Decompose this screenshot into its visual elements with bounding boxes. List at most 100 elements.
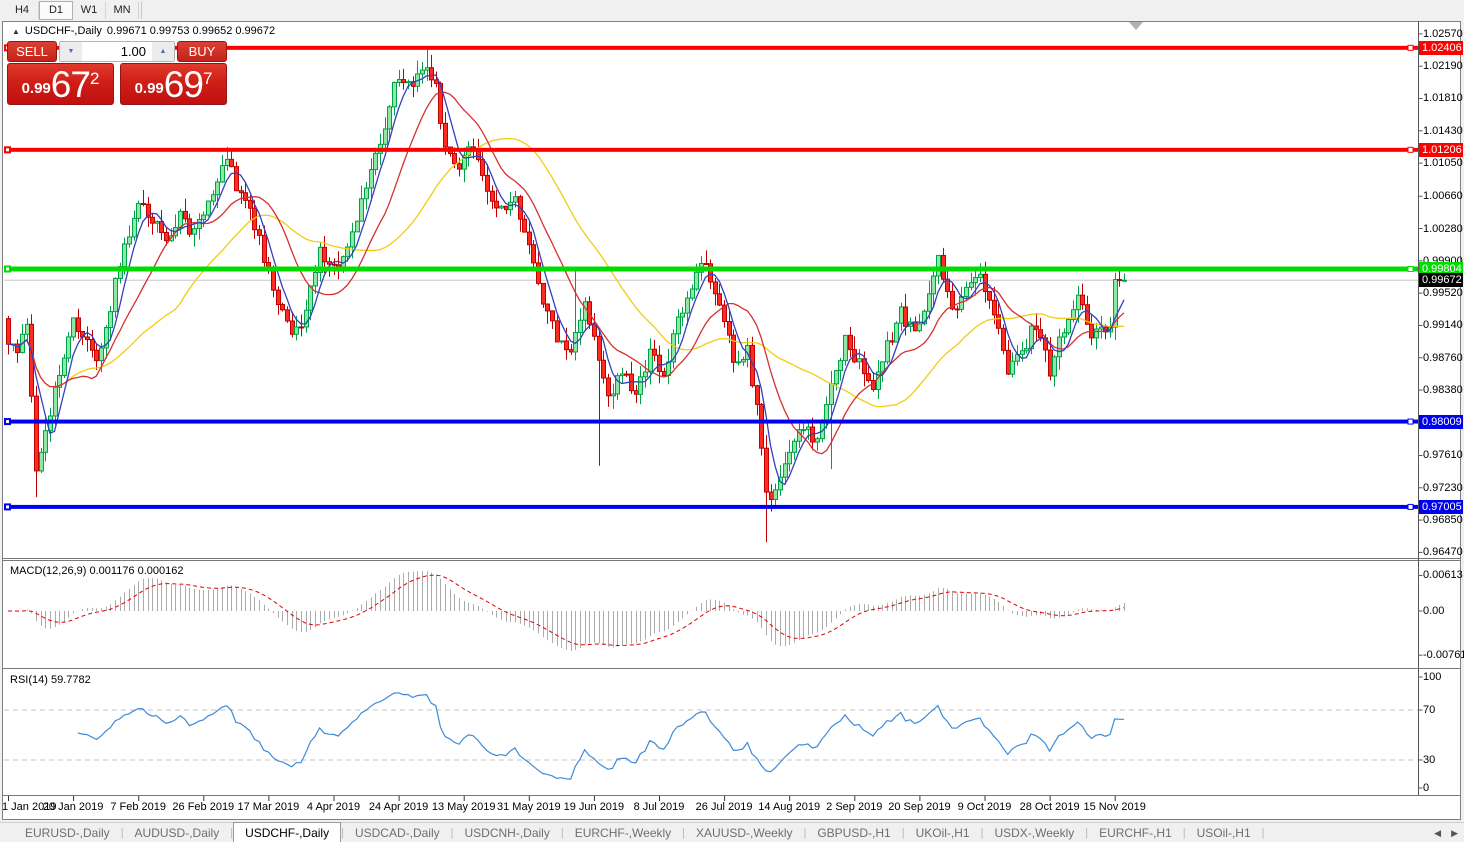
sell-price-base: 0.99	[21, 80, 51, 97]
level-right-handle[interactable]	[1407, 266, 1414, 272]
timeframe-button-h4[interactable]: H4	[6, 1, 39, 19]
date-axis-label: 13 May 2019	[431, 801, 496, 813]
tab-scroll-right-icon[interactable]: ▶	[1451, 827, 1458, 838]
symbol-tab-ukoil[interactable]: UKOil-,H1	[915, 825, 970, 840]
candle-body	[755, 385, 760, 405]
candle-body	[359, 198, 364, 222]
price-level-badge: 0.97005	[1419, 499, 1463, 514]
candle-body	[829, 383, 834, 406]
candle-body	[838, 360, 843, 372]
main-macd-pane-divider[interactable]	[3, 558, 1461, 559]
volume-input[interactable]	[82, 42, 152, 61]
symbol-tab-audusd[interactable]: AUDUSD-,Daily	[134, 825, 220, 840]
buy-button[interactable]: BUY	[177, 41, 227, 62]
candle-body	[155, 221, 160, 224]
candle-body	[1048, 349, 1053, 377]
collapse-triangle-icon[interactable]: ▲	[12, 26, 20, 36]
candle-body	[108, 311, 113, 329]
candle-body	[694, 271, 699, 290]
candle-body	[239, 190, 244, 194]
level-right-handle[interactable]	[1407, 44, 1414, 51]
candle-body	[504, 205, 509, 211]
price-level-line[interactable]	[4, 45, 1418, 50]
candle-body	[662, 371, 667, 376]
date-axis-label: 14 Aug 2019	[758, 801, 821, 813]
symbol-tab-xauusd[interactable]: XAUUSD-,Weekly	[696, 825, 793, 840]
macd-pane-top-border	[3, 560, 1461, 561]
candle-body	[1020, 350, 1025, 355]
date-axis-label: 19 Jun 2019	[563, 801, 625, 813]
symbol-tab-usoil[interactable]: USOil-,H1	[1196, 825, 1251, 840]
tab-separator: |	[980, 826, 984, 839]
price-axis-label: 1.02190	[1423, 60, 1463, 73]
timeframe-button-d1[interactable]: D1	[39, 0, 73, 20]
buy-price-pip: 7	[202, 69, 213, 88]
candle-body	[71, 317, 76, 338]
symbol-tab-usdx[interactable]: USDX-,Weekly	[994, 825, 1075, 840]
symbol-tab-eurchf[interactable]: EURCHF-,Weekly	[574, 825, 672, 840]
volume-increase-button[interactable]: ▲	[152, 42, 174, 61]
candle-body	[927, 293, 932, 312]
candle-body	[122, 243, 127, 268]
chart-title: ▲ USDCHF-,Daily 0.99671 0.99753 0.99652 …	[12, 25, 275, 37]
price-level-badge: 1.01206	[1419, 142, 1463, 157]
price-axis-label: 0.97610	[1423, 449, 1463, 462]
date-axis-label: 31 May 2019	[496, 801, 561, 813]
price-axis-label: 1.00280	[1423, 222, 1463, 235]
candle-body	[601, 359, 606, 379]
buy-price-display[interactable]: 0.99 69 7	[120, 63, 227, 105]
candle-body	[1057, 336, 1062, 358]
symbol-tab-eurusd[interactable]: EURUSD-,Daily	[25, 825, 110, 840]
symbol-tab-gbpusd[interactable]: GBPUSD-,H1	[817, 825, 891, 840]
candle-body	[550, 310, 555, 322]
symbol-tab-usdchf[interactable]: USDCHF-,Daily	[233, 822, 342, 842]
candle-body	[25, 323, 30, 335]
candle-body	[332, 263, 337, 266]
symbol-tab-usdcad[interactable]: USDCAD-,Daily	[354, 825, 440, 840]
macd-name: MACD(12,26,9)	[10, 565, 87, 577]
symbol-tab-usdcnh[interactable]: USDCNH-,Daily	[464, 825, 550, 840]
timeframe-button-w1[interactable]: W1	[73, 1, 106, 19]
candle-body	[355, 220, 360, 233]
sell-button[interactable]: SELL	[7, 41, 57, 62]
chart-shift-marker-icon[interactable]	[1129, 22, 1143, 30]
candle-body	[736, 361, 741, 364]
volume-decrease-button[interactable]: ▼	[60, 42, 82, 61]
price-level-line[interactable]	[4, 147, 1418, 152]
candle-body	[773, 489, 778, 500]
level-right-handle[interactable]	[1407, 418, 1414, 425]
level-right-handle[interactable]	[1407, 503, 1414, 510]
level-right-handle[interactable]	[1407, 146, 1414, 153]
tab-separator: |	[450, 826, 454, 839]
buy-price-big: 69	[163, 64, 204, 105]
candle-body	[136, 203, 141, 219]
macd-rsi-pane-divider[interactable]	[3, 668, 1461, 669]
price-level-line[interactable]	[4, 266, 1418, 272]
candle-body	[824, 404, 829, 421]
candle-body	[345, 246, 350, 258]
candle-body	[717, 293, 722, 306]
candle-body	[383, 128, 388, 145]
tab-scroll-left-icon[interactable]: ◀	[1434, 827, 1442, 838]
candle-body	[225, 158, 230, 167]
candle-body	[783, 463, 788, 478]
candle-body	[1071, 309, 1076, 321]
price-axis-label: 1.01050	[1423, 157, 1463, 170]
timeframe-button-mn[interactable]: MN	[106, 1, 139, 19]
candle-body	[890, 340, 895, 343]
price-level-line[interactable]	[4, 419, 1418, 424]
rsi-indicator-label: RSI(14) 59.7782	[10, 674, 91, 686]
tab-scroll-arrows: ◀ ▶	[1434, 823, 1458, 842]
candle-body	[220, 165, 225, 183]
sell-price-display[interactable]: 0.99 67 2	[7, 63, 114, 105]
candle-body	[327, 261, 332, 265]
price-level-line[interactable]	[4, 504, 1418, 509]
date-axis-label: 20 Sep 2019	[888, 801, 951, 813]
candle-body	[713, 281, 718, 295]
date-axis-label: 26 Jul 2019	[695, 801, 753, 813]
candle-body	[931, 275, 936, 295]
candle-body	[206, 200, 211, 216]
symbol-tab-eurchf[interactable]: EURCHF-,H1	[1099, 825, 1172, 840]
candle-body	[1052, 356, 1057, 377]
